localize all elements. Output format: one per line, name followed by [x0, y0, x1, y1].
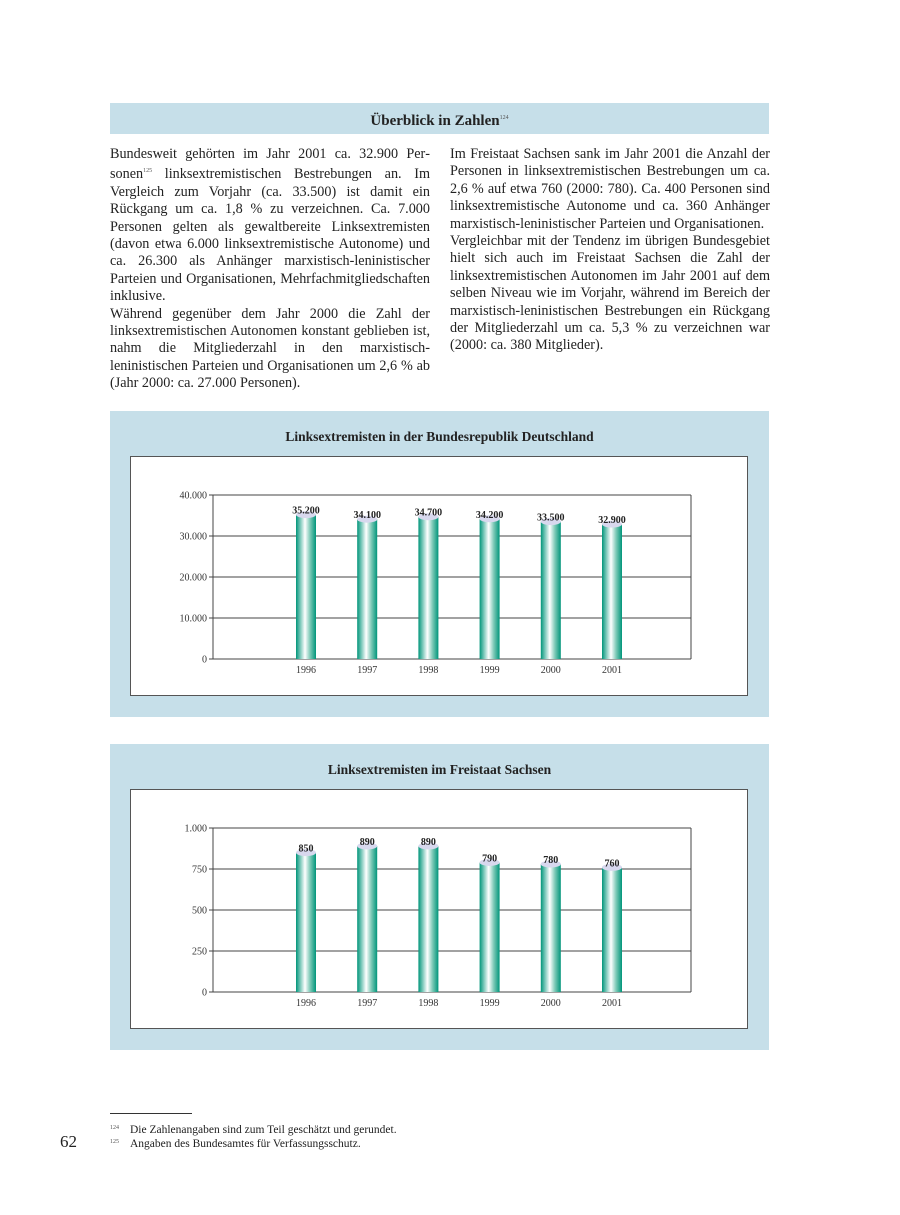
bar-chart-sachsen: 0 250 500 750 1.000 850 1996 890 1997 890 1998 790 1… [185, 824, 692, 1009]
data-label: 34.100 [353, 510, 381, 521]
section-title: Überblick in Zahlen124 [110, 103, 769, 137]
bar [357, 519, 378, 659]
bar-top [357, 515, 378, 523]
data-label: 34.700 [415, 508, 443, 519]
y-tick-label: 40.000 [180, 491, 208, 502]
y-tick-label: 500 [192, 906, 207, 917]
data-label: 34.200 [476, 510, 504, 521]
bar-chart-bund: 0 10.000 20.000 30.000 40.000 35.200 1996 34.10… [180, 491, 692, 676]
footnote: 124 Die Zahlenangaben sind zum Teil gesch… [110, 1122, 397, 1137]
bar-top [418, 842, 439, 850]
bar [602, 867, 622, 992]
data-label: 890 [360, 837, 375, 848]
bar-top [479, 858, 500, 866]
chart-box: 0 250 500 750 1.000 850 1996 890 1997 890 1998 790 1… [130, 789, 748, 1029]
right-column: Im Freistaat Sachsen sank im Jahr 2001 d… [450, 146, 770, 355]
bar [296, 852, 316, 992]
paragraph-text: linksextremistischen Bestrebungen an. Im… [110, 166, 430, 305]
footnote-ref: 124 [499, 115, 509, 121]
y-tick-label: 30.000 [180, 532, 208, 543]
paragraph: Im Freistaat Sachsen sank im Jahr 2001 d… [450, 146, 770, 232]
x-tick-label: 2000 [541, 665, 561, 676]
footnote-ref: 125 [143, 168, 153, 175]
data-label: 35.200 [292, 506, 320, 517]
bar [602, 524, 622, 659]
data-label: 760 [605, 858, 620, 869]
bar [479, 862, 500, 992]
bar-top [540, 860, 561, 868]
x-tick-label: 2000 [541, 998, 561, 1009]
bar [540, 521, 561, 659]
x-tick-label: 1997 [357, 665, 377, 676]
bar [540, 864, 561, 992]
bar [479, 518, 500, 659]
data-label: 890 [421, 837, 436, 848]
bar-top [296, 849, 316, 857]
y-tick-label: 0 [202, 988, 207, 999]
y-tick-label: 1.000 [185, 824, 208, 835]
chart-box: 0 10.000 20.000 30.000 40.000 35.200 1996 34.10… [130, 456, 748, 696]
bar-top [602, 520, 622, 528]
bar-top [357, 842, 378, 850]
footnote-text: Die Zahlenangaben sind zum Teil geschätz… [130, 1124, 397, 1136]
bar [418, 846, 439, 992]
footnote-number: 125 [110, 1139, 119, 1145]
footnote-divider [110, 1113, 192, 1114]
x-tick-label: 1999 [480, 998, 500, 1009]
y-tick-label: 10.000 [180, 614, 208, 625]
footnote-number: 124 [110, 1125, 119, 1131]
data-label: 780 [543, 855, 558, 866]
footnote-text: Angaben des Bundesamtes für Verfassungss… [130, 1138, 361, 1150]
paragraph: Während gegenüber dem Jahr 2000 die Zahl… [110, 305, 430, 392]
y-tick-label: 250 [192, 947, 207, 958]
paragraph-text: Bundesweit gehörten im Jahr 2001 ca. 32.… [110, 146, 430, 183]
left-column: Bundesweit gehörten im Jahr 2001 ca. 32.… [110, 146, 430, 393]
y-tick-label: 20.000 [180, 573, 208, 584]
chart-panel-sachsen: Linksextremisten im Freistaat Sachsen 0 2… [110, 744, 769, 1050]
x-tick-label: 1996 [296, 998, 316, 1009]
bar [296, 514, 316, 659]
chart-title: Linksextremisten im Freistaat Sachsen [327, 762, 552, 777]
bar-top [479, 515, 500, 523]
data-label: 32.900 [598, 515, 626, 526]
x-tick-label: 2001 [602, 665, 622, 676]
chart-panel-bund: Linksextremisten in der Bundesrepublik D… [110, 411, 769, 717]
y-tick-label: 0 [202, 655, 207, 666]
paragraph: Vergleichbar mit der Tendenz im übrigen … [450, 233, 770, 354]
x-tick-label: 2001 [602, 998, 622, 1009]
x-tick-label: 1997 [357, 998, 377, 1009]
data-label: 33.500 [537, 513, 565, 524]
bar-top [540, 518, 561, 526]
section-header: Überblick in Zahlen124 [110, 103, 769, 134]
x-tick-label: 1996 [296, 665, 316, 676]
y-tick-label: 750 [192, 865, 207, 876]
bar-top [296, 511, 316, 519]
x-tick-label: 1998 [418, 665, 438, 676]
bar-top [418, 513, 439, 521]
footnote: 125 Angaben des Bundesamtes für Verfassun… [110, 1136, 361, 1151]
x-tick-label: 1999 [480, 665, 500, 676]
section-title-text: Überblick in Zahlen [370, 113, 500, 129]
data-label: 850 [299, 844, 314, 855]
bar [357, 846, 378, 992]
x-tick-label: 1998 [418, 998, 438, 1009]
page-number: 62 [60, 1132, 77, 1151]
data-label: 790 [482, 853, 497, 864]
paragraph: Bundesweit gehörten im Jahr 2001 ca. 32.… [110, 146, 430, 306]
bar [418, 516, 439, 659]
chart-title: Linksextremisten in der Bundesrepublik D… [285, 429, 594, 444]
bar-top [602, 863, 622, 871]
